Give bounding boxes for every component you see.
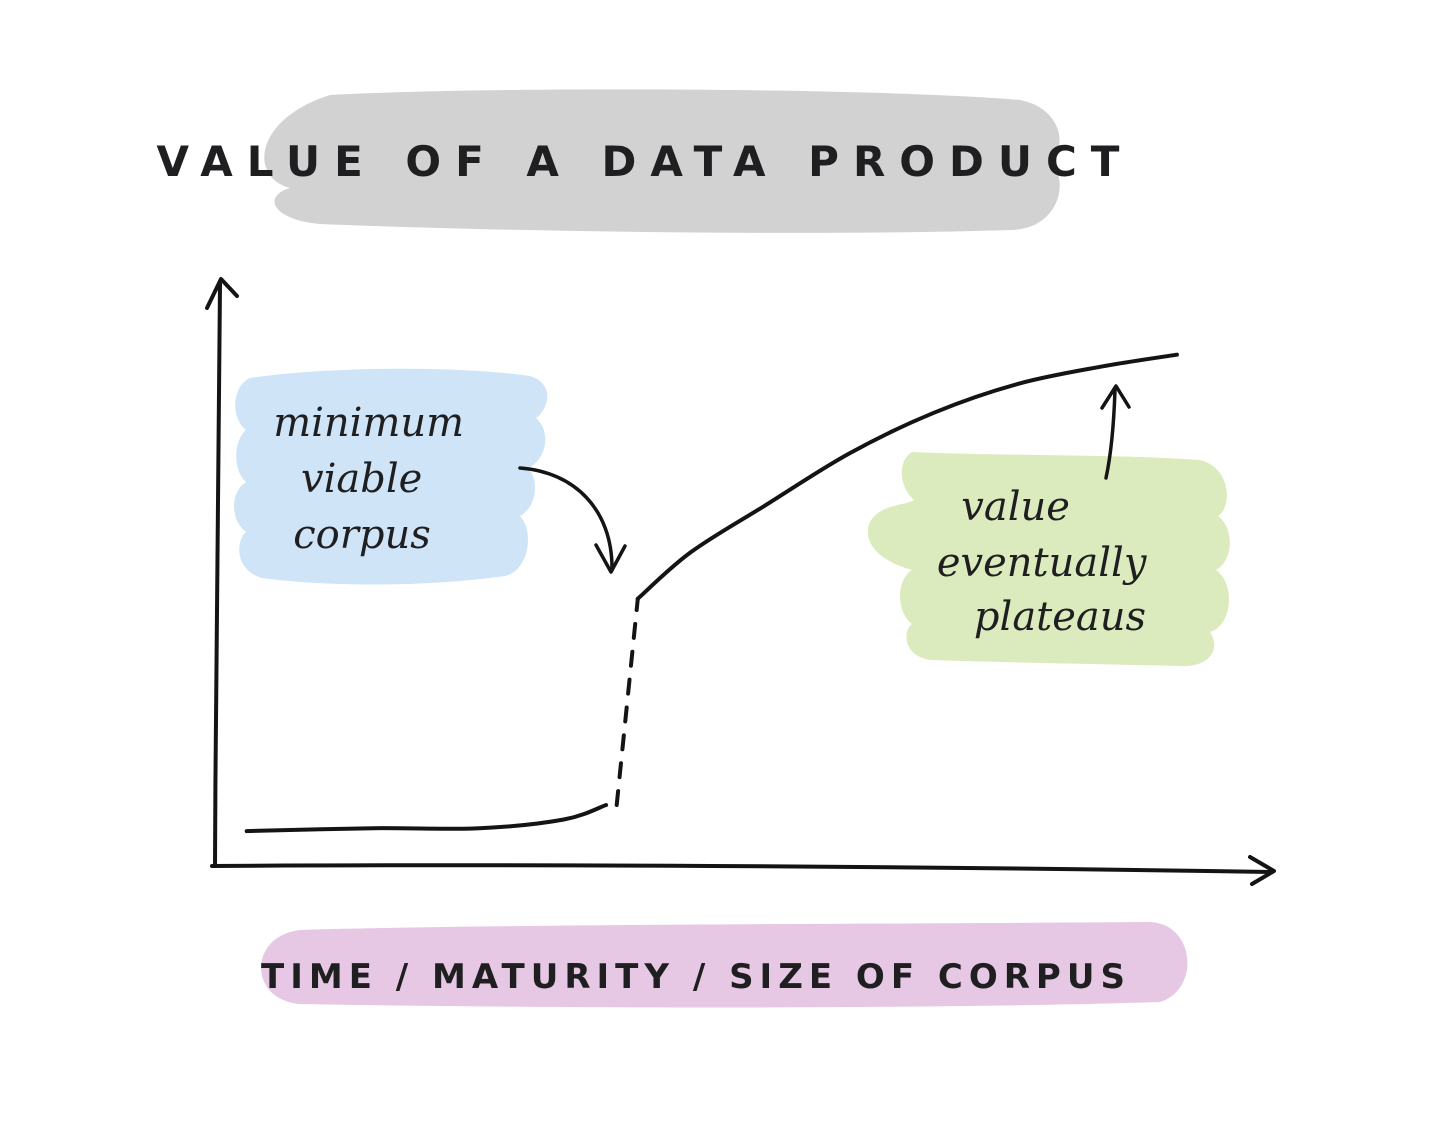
note-line-minimum: minimum [273, 400, 464, 446]
x-axis [210, 863, 1274, 874]
x-axis-arrowhead [1248, 855, 1276, 886]
value-eventually-plateaus-pointer-head [1100, 384, 1131, 410]
minimum-viable-corpus-note: minimum viable corpus [273, 400, 477, 558]
title-blob [264, 89, 1060, 233]
value-eventually-plateaus-blob [867, 452, 1230, 667]
y-axis [213, 282, 222, 868]
minimum-viable-corpus-pointer [518, 466, 614, 570]
x-axis-label: TIME / MATURITY / SIZE OF CORPUS [261, 957, 1131, 997]
minimum-viable-corpus-pointer-head [594, 543, 627, 574]
series-dashed-1 [614, 596, 640, 807]
series-solid-0 [244, 803, 609, 834]
note-line-value: value [961, 484, 1070, 530]
x-axis-label-blob [261, 922, 1188, 1008]
minimum-viable-corpus-blob [234, 368, 548, 585]
value-eventually-plateaus-note: value eventually plateaus [937, 484, 1159, 640]
note-line-viable: viable [301, 456, 422, 502]
note-line-eventually: eventually [937, 540, 1148, 586]
note-line-corpus: corpus [293, 512, 431, 558]
axes [205, 277, 1276, 886]
chart-title: VALUE OF A DATA PRODUCT [157, 137, 1134, 186]
y-axis-arrowhead [205, 277, 239, 310]
value-eventually-plateaus-pointer [1104, 388, 1117, 480]
series-solid-2 [635, 352, 1179, 601]
note-line-plateaus: plateaus [974, 594, 1146, 640]
series-layer [244, 352, 1179, 834]
